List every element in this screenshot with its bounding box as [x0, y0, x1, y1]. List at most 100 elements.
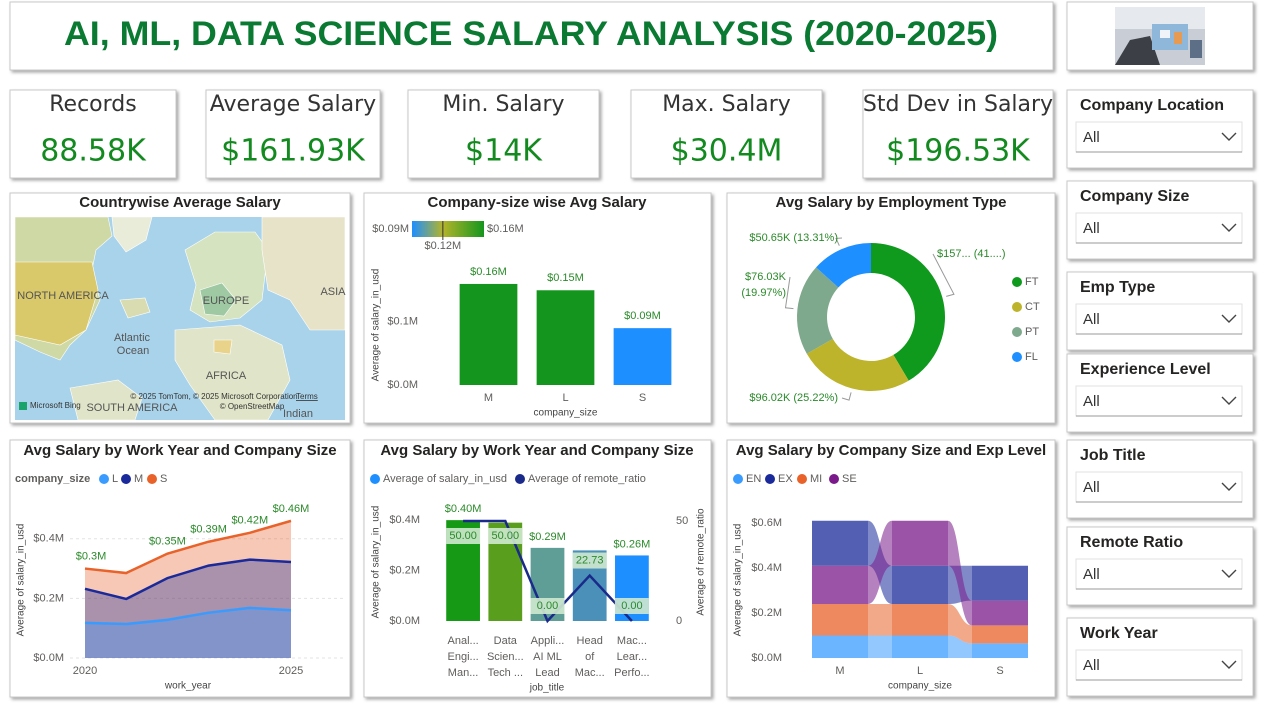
legend-marker: [515, 474, 525, 484]
slicer-dropdown[interactable]: [1075, 385, 1243, 417]
kpi-card: [630, 89, 823, 179]
data-label: 0.00: [537, 600, 558, 612]
y-axis-label: Average of salary_in_usd: [371, 269, 382, 382]
chart-title: Avg Salary by Company Size and Exp Level: [736, 442, 1046, 459]
ribbon-segment: [812, 565, 868, 604]
ribbon: [948, 520, 972, 626]
y-tick-label: 50: [676, 515, 688, 527]
data-label-bg: [530, 598, 565, 614]
slicer-dropdown[interactable]: [1075, 558, 1243, 590]
ribbon-segment: [972, 625, 1028, 644]
donut-slice: [806, 338, 909, 391]
slicer-dropdown[interactable]: [1075, 649, 1243, 681]
ribbon-segment: [972, 643, 1028, 658]
slicer-value: All: [1083, 129, 1100, 146]
area-line: [84, 519, 292, 575]
kpi-card: [407, 89, 600, 179]
slicer-value: All: [1083, 220, 1100, 237]
x-axis-label: work_year: [164, 681, 212, 692]
ribbon: [868, 635, 892, 658]
chart-card: [726, 192, 1056, 424]
leader-line: [784, 276, 794, 310]
legend-marker: [1012, 302, 1022, 312]
y-tick-label: $0.0M: [389, 615, 420, 627]
map-attribution: © 2025 TomTom, © 2025 Microsoft Corporat…: [130, 392, 297, 401]
slicer-label: Job Title: [1080, 447, 1146, 464]
x-tick-label: Mac... Lear... Perfo...: [614, 635, 649, 679]
map-region: [111, 216, 153, 253]
ribbon-segment: [812, 635, 868, 658]
chart-card: [9, 439, 351, 698]
legend-label: PT: [1025, 326, 1039, 338]
data-label: $96.02K (25.22%): [749, 392, 838, 404]
data-label: $0.42M: [231, 515, 268, 527]
ribbon-segment: [892, 635, 948, 658]
slicer-dropdown[interactable]: [1075, 471, 1243, 503]
leader-line: [841, 392, 852, 401]
legend-marker: [1012, 352, 1022, 362]
color-scale: [412, 221, 484, 237]
ribbon: [868, 520, 892, 604]
map-region: [213, 339, 233, 355]
kpi-label: Std Dev in Salary: [863, 92, 1053, 117]
line: [463, 519, 633, 624]
x-tick-label: L: [562, 392, 568, 404]
donut-slice: [816, 243, 871, 288]
data-label: $0.40M: [445, 503, 482, 515]
x-tick-label: L: [917, 665, 923, 677]
y-tick-label: $0.0M: [751, 652, 782, 664]
chevron: [1221, 314, 1237, 323]
y-tick-label: $0.2M: [33, 592, 64, 604]
area-fill: [85, 559, 291, 658]
leader-line: [932, 253, 955, 297]
legend-label: Average of salary_in_usd: [383, 473, 507, 485]
legend-marker: [147, 474, 157, 484]
y-tick-label: $0.2M: [751, 607, 782, 619]
slicer-dropdown[interactable]: [1075, 303, 1243, 335]
bar: [613, 328, 672, 385]
data-label: $0.3M: [76, 550, 107, 562]
slicer-value: All: [1083, 393, 1100, 410]
map-region: [174, 324, 291, 421]
slicer-dropdown[interactable]: [1075, 212, 1243, 244]
y-tick-label: $0.4M: [751, 562, 782, 574]
kpi-card: [9, 89, 177, 179]
x-axis-label: company_size: [534, 408, 598, 419]
data-label: 0.00: [621, 600, 642, 612]
data-label: $0.16M: [470, 266, 507, 278]
map-terms: Terms: [296, 392, 318, 401]
kpi-card: [205, 89, 381, 179]
slicer-label: Company Size: [1080, 188, 1189, 205]
chevron: [1221, 132, 1237, 141]
legend-label: L: [112, 473, 118, 485]
y-tick-label: $0.6M: [751, 517, 782, 529]
leader-line: [835, 237, 843, 246]
x-axis-label: job_title: [529, 683, 565, 694]
area-line: [84, 558, 292, 601]
kpi-card: [862, 89, 1054, 179]
ribbon-segment: [812, 520, 868, 566]
donut-slice: [797, 267, 839, 354]
legend-marker: [370, 474, 380, 484]
legend-label: EN: [746, 473, 761, 485]
legend-label: FT: [1025, 276, 1039, 288]
legend-label: Average of remote_ratio: [528, 473, 646, 485]
chevron: [1221, 482, 1237, 491]
chart-title: Avg Salary by Work Year and Company Size: [23, 442, 336, 459]
map-region: [199, 282, 237, 317]
y-tick-label: $0.1M: [387, 316, 418, 328]
ribbon-segment: [892, 565, 948, 604]
data-label: 22.73: [576, 554, 604, 566]
slicer-value: All: [1083, 311, 1100, 328]
color-scale-max: $0.16M: [487, 223, 524, 235]
slicer-dropdown[interactable]: [1075, 121, 1243, 153]
slicer-label: Remote Ratio: [1080, 534, 1183, 551]
ribbon-segment: [892, 604, 948, 636]
legend-marker: [121, 474, 131, 484]
x-tick-label: 2025: [279, 665, 303, 677]
legend-marker: [829, 474, 839, 484]
color-scale-mid: $0.12M: [425, 240, 462, 252]
data-label: $0.29M: [529, 531, 566, 543]
